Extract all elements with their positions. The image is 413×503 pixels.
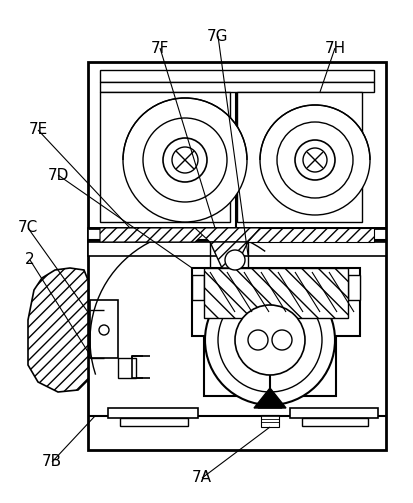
- Circle shape: [271, 330, 291, 350]
- Bar: [118, 358, 136, 378]
- Bar: [88, 62, 385, 450]
- Text: 7G: 7G: [207, 29, 228, 43]
- Circle shape: [276, 122, 352, 198]
- Circle shape: [218, 288, 321, 392]
- Bar: [90, 300, 118, 358]
- Text: 2: 2: [25, 253, 35, 268]
- Text: 7B: 7B: [42, 455, 62, 469]
- Text: 7F: 7F: [150, 41, 169, 55]
- Bar: [192, 275, 204, 300]
- Text: 7E: 7E: [28, 123, 47, 137]
- Polygon shape: [195, 228, 259, 242]
- Bar: [120, 418, 188, 426]
- Bar: [289, 408, 377, 418]
- Circle shape: [247, 330, 267, 350]
- Bar: [236, 92, 361, 222]
- Polygon shape: [132, 356, 142, 378]
- Polygon shape: [240, 228, 373, 242]
- Bar: [347, 275, 359, 300]
- Bar: [204, 268, 347, 318]
- Text: 7A: 7A: [192, 470, 211, 485]
- Polygon shape: [257, 394, 281, 408]
- Bar: [108, 408, 197, 418]
- Bar: [204, 316, 335, 396]
- Bar: [88, 228, 385, 242]
- Bar: [100, 70, 373, 82]
- Text: 7D: 7D: [47, 167, 69, 183]
- Bar: [100, 92, 230, 222]
- Bar: [192, 268, 359, 336]
- Circle shape: [204, 275, 334, 405]
- Circle shape: [259, 105, 369, 215]
- Bar: [88, 242, 385, 256]
- Polygon shape: [28, 268, 88, 392]
- Polygon shape: [100, 228, 209, 242]
- Polygon shape: [254, 388, 285, 408]
- Circle shape: [142, 118, 226, 202]
- Circle shape: [123, 98, 247, 222]
- Circle shape: [302, 148, 326, 172]
- Circle shape: [99, 325, 109, 335]
- Text: 7H: 7H: [324, 41, 345, 55]
- Circle shape: [235, 305, 304, 375]
- Circle shape: [224, 250, 244, 270]
- Polygon shape: [209, 242, 247, 268]
- Text: 7C: 7C: [18, 220, 38, 235]
- Bar: [301, 418, 367, 426]
- Circle shape: [294, 140, 334, 180]
- Circle shape: [171, 147, 197, 173]
- Bar: [100, 82, 373, 92]
- Bar: [260, 415, 278, 427]
- Circle shape: [163, 138, 206, 182]
